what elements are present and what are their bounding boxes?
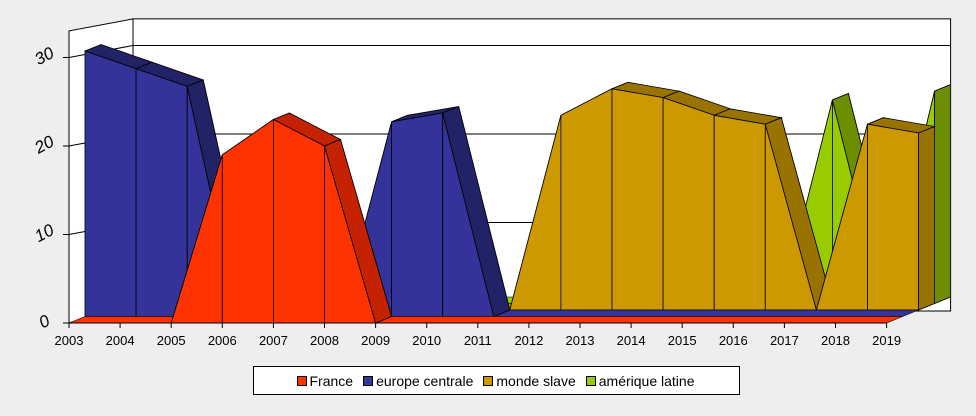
x-tick-label: 2014	[617, 333, 646, 348]
area-front-monde-slave	[611, 88, 664, 311]
area-end-am-rique-latine	[934, 84, 951, 305]
legend-label-europe-centrale: europe centrale	[376, 372, 474, 389]
x-tick-label: 2010	[412, 333, 441, 348]
x-tick-label: 2017	[770, 333, 799, 348]
x-tick-label: 2018	[821, 333, 850, 348]
legend-label-france: France	[309, 372, 354, 389]
y-tick-label: 20	[31, 132, 58, 158]
legend-item-france: France	[296, 372, 354, 389]
chart-legend: France europe centrale monde slave améri…	[253, 366, 740, 395]
x-tick-label: 2009	[361, 333, 390, 348]
legend-item-monde-slave: monde slave	[483, 372, 576, 389]
x-tick-label: 2011	[464, 333, 492, 348]
legend-swatch-europe-centrale	[363, 375, 374, 386]
x-tick-label: 2005	[157, 333, 186, 348]
legend-swatch-monde-slave	[483, 375, 494, 386]
area-end-monde-slave	[918, 125, 935, 311]
area-side-europe-centrale	[442, 105, 511, 318]
legend-label-monde-slave: monde slave	[496, 372, 576, 389]
x-tick-label: 2012	[514, 333, 543, 348]
x-tick-label: 2015	[668, 333, 697, 348]
area-front-europe-centrale	[391, 112, 444, 317]
area-front-monde-slave	[560, 88, 613, 311]
area-front-france	[221, 118, 274, 324]
x-tick-label: 2006	[208, 333, 237, 348]
area-front-france	[272, 118, 325, 324]
area-front-monde-slave	[867, 123, 919, 311]
x-tick-label: 2004	[106, 333, 135, 348]
x-tick-label: 2008	[310, 333, 339, 348]
legend-item-europe-centrale: europe centrale	[363, 373, 473, 389]
y-tick-label: 10	[31, 220, 57, 246]
area-side-france	[324, 138, 393, 324]
x-tick-label: 2003	[55, 333, 84, 348]
area-front-monde-slave	[713, 114, 766, 311]
y-tick-label: 0	[36, 311, 54, 332]
y-tick-label: 30	[31, 43, 57, 69]
x-tick-label: 2016	[719, 333, 748, 348]
area-front-europe-centrale	[84, 50, 137, 317]
area-front-europe-centrale	[135, 68, 188, 317]
legend-swatch-amerique-latine	[585, 375, 596, 386]
legend-swatch-france	[296, 375, 307, 386]
x-tick-label: 2013	[566, 333, 595, 348]
legend-item-amerique-latine: amérique latine	[585, 372, 695, 389]
x-tick-label: 2007	[259, 333, 288, 348]
legend-label-amerique-latine: amérique latine	[598, 372, 695, 389]
x-tick-label: 2019	[872, 333, 901, 348]
area-front-monde-slave	[662, 97, 715, 311]
